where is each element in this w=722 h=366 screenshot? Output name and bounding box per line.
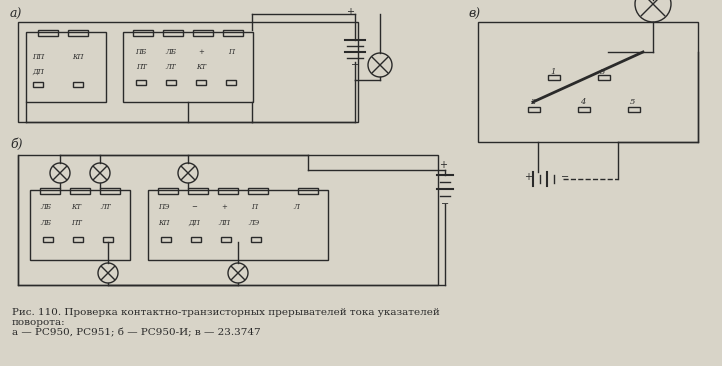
Text: ПТ: ПТ	[71, 219, 82, 227]
Text: в): в)	[468, 8, 480, 21]
Bar	[26, 32, 106, 102]
Bar	[100, 188, 120, 194]
Text: ЛТ: ЛТ	[101, 203, 111, 211]
Bar	[133, 30, 153, 36]
Text: ПЭ: ПЭ	[158, 203, 170, 211]
Text: 2: 2	[531, 98, 536, 106]
Text: КТ: КТ	[196, 63, 206, 71]
Text: 4: 4	[580, 98, 586, 106]
Text: Рис. 110. Проверка контактно-транзисторных прерывателей тока указателей
поворота: Рис. 110. Проверка контактно-транзисторн…	[12, 308, 440, 338]
Text: 5: 5	[630, 98, 635, 106]
Text: 1: 1	[550, 68, 556, 76]
Text: ЛБ: ЛБ	[40, 219, 51, 227]
Text: −: −	[561, 172, 569, 182]
Text: ДП: ДП	[188, 219, 200, 227]
Text: +: +	[221, 203, 227, 211]
Bar	[38, 30, 58, 36]
Text: КП: КП	[158, 219, 170, 227]
Text: −: −	[191, 203, 197, 211]
Bar	[478, 22, 698, 142]
Bar	[148, 190, 328, 260]
Bar	[73, 237, 83, 242]
Bar	[161, 237, 171, 242]
Bar	[68, 30, 88, 36]
Bar	[166, 80, 176, 85]
Bar	[30, 190, 130, 260]
Text: +: +	[524, 172, 532, 182]
Text: ЛБ: ЛБ	[40, 203, 51, 211]
Bar	[70, 188, 90, 194]
Text: ПБ: ПБ	[135, 48, 147, 56]
Bar	[221, 237, 231, 242]
Bar	[136, 80, 146, 85]
Bar	[163, 30, 183, 36]
Bar	[18, 22, 358, 122]
Text: +: +	[198, 48, 204, 56]
Bar	[191, 237, 201, 242]
Bar	[33, 82, 43, 87]
Bar	[248, 188, 268, 194]
Bar	[223, 30, 243, 36]
Text: ПП: ПП	[32, 53, 44, 61]
Text: −: −	[441, 199, 449, 209]
Text: 3: 3	[600, 68, 606, 76]
Text: а): а)	[10, 8, 22, 21]
Bar	[578, 107, 590, 112]
Text: б): б)	[10, 138, 22, 151]
Bar	[218, 188, 238, 194]
Bar	[193, 30, 213, 36]
Text: ЛТ: ЛТ	[166, 63, 176, 71]
Bar	[548, 75, 560, 80]
Bar	[298, 188, 318, 194]
Text: П: П	[251, 203, 257, 211]
Bar	[123, 32, 253, 102]
Bar	[73, 82, 83, 87]
Bar	[40, 188, 60, 194]
Bar	[528, 107, 540, 112]
Bar	[196, 80, 206, 85]
Bar	[188, 188, 208, 194]
Text: КП: КП	[72, 53, 84, 61]
Text: +: +	[439, 160, 447, 170]
Bar	[251, 237, 261, 242]
Bar	[18, 155, 438, 285]
Bar	[598, 75, 610, 80]
Bar	[158, 188, 178, 194]
Bar	[43, 237, 53, 242]
Text: ЛП: ЛП	[218, 219, 230, 227]
Text: ЛБ: ЛБ	[165, 48, 176, 56]
Text: П: П	[228, 48, 234, 56]
Text: ПТ: ПТ	[136, 63, 147, 71]
Text: КТ: КТ	[71, 203, 81, 211]
Text: −: −	[351, 60, 359, 70]
Text: +: +	[346, 7, 354, 17]
Text: ДП: ДП	[32, 68, 44, 76]
Text: Л: Л	[293, 203, 299, 211]
Text: ЛЭ: ЛЭ	[248, 219, 260, 227]
Bar	[226, 80, 236, 85]
Bar	[103, 237, 113, 242]
Bar	[628, 107, 640, 112]
